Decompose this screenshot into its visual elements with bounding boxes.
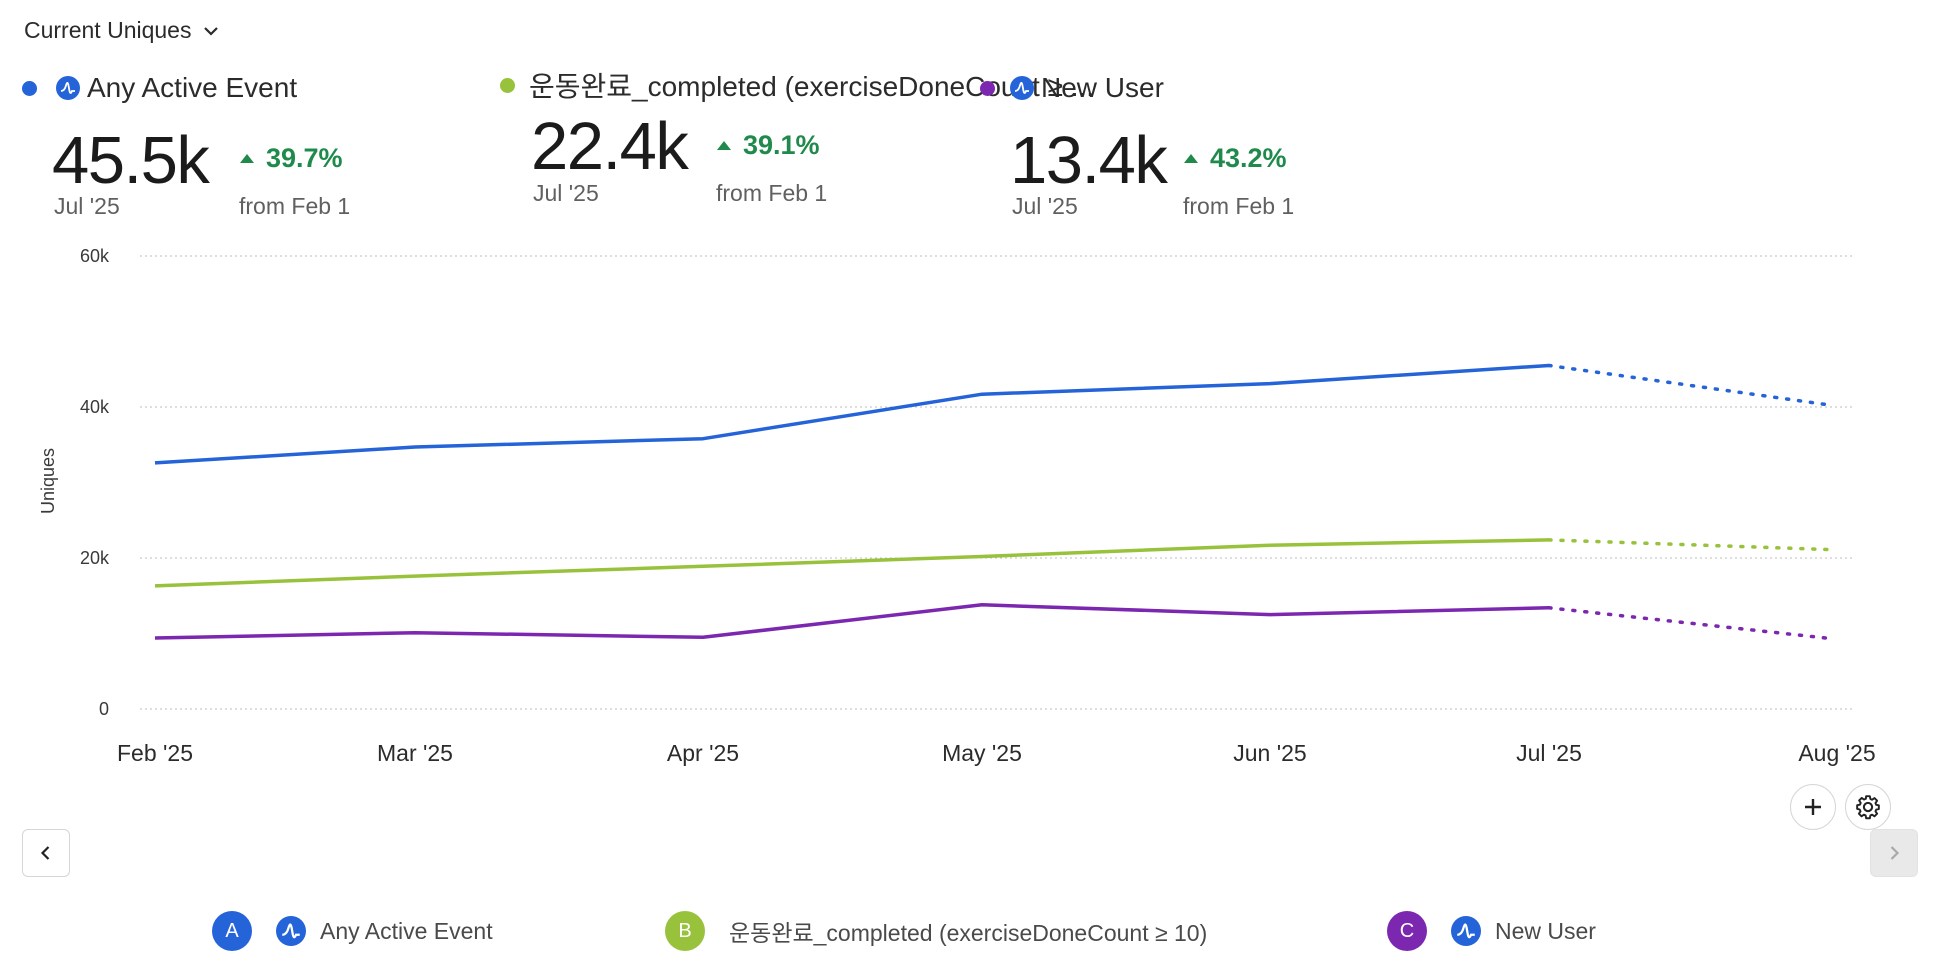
x-tick-label: Feb '25 bbox=[117, 740, 193, 766]
series-color-dot bbox=[22, 80, 37, 96]
chevron-left-icon bbox=[40, 846, 50, 860]
prev-page-button[interactable] bbox=[22, 829, 70, 877]
settings-button[interactable] bbox=[1845, 784, 1891, 830]
kpi-change: 43.2% bbox=[1184, 143, 1287, 174]
series-color-dot bbox=[500, 77, 515, 93]
kpi-change-value: 39.1% bbox=[743, 130, 820, 160]
kpi-title-row: New User bbox=[980, 72, 1164, 104]
series-color-dot bbox=[980, 80, 995, 96]
next-page-button[interactable] bbox=[1870, 829, 1918, 877]
kpi-title-row: 운동완료_completed (exerciseDoneCount ≥ ... bbox=[500, 65, 1094, 105]
x-tick-label: Apr '25 bbox=[667, 740, 739, 766]
up-arrow-icon bbox=[240, 154, 254, 163]
series-line[interactable] bbox=[154, 538, 1550, 588]
series-projection-line[interactable] bbox=[1547, 363, 1835, 408]
series-projection-line[interactable] bbox=[1547, 606, 1835, 641]
kpi-change: 39.1% bbox=[717, 130, 820, 161]
series-line[interactable] bbox=[154, 603, 1550, 640]
kpi-from: from Feb 1 bbox=[239, 193, 351, 219]
series-1[interactable] bbox=[154, 363, 1835, 465]
legend-label: 운동완료_completed (exerciseDoneCount ≥ 10) bbox=[729, 920, 1208, 946]
kpi-change-value: 39.7% bbox=[266, 143, 343, 173]
chevron-down-icon bbox=[204, 26, 219, 36]
series-badge: A bbox=[212, 911, 252, 951]
up-arrow-icon bbox=[717, 141, 731, 150]
kpi-from: from Feb 1 bbox=[716, 180, 828, 206]
metric-label: Current Uniques bbox=[24, 17, 192, 43]
x-tick-label: Jun '25 bbox=[1233, 740, 1306, 766]
series-projection-line[interactable] bbox=[1547, 538, 1835, 552]
legend-label: New User bbox=[1495, 917, 1596, 944]
kpi-period: Jul '25 bbox=[533, 180, 599, 206]
x-tick-label: May '25 bbox=[942, 740, 1022, 766]
kpi-title: 운동완료_completed (exerciseDoneCount ≥ ... bbox=[529, 71, 1095, 102]
series-2[interactable] bbox=[154, 538, 1835, 588]
series-badge: C bbox=[1387, 911, 1427, 951]
kpi-value: 22.4k bbox=[531, 109, 689, 184]
legend-label: Any Active Event bbox=[320, 917, 493, 944]
gear-icon bbox=[1856, 795, 1880, 820]
kpi-title: New User bbox=[1041, 72, 1164, 103]
x-tick-label: Jul '25 bbox=[1516, 740, 1582, 766]
y-axis-label: Uniques bbox=[38, 448, 58, 514]
kpi-period: Jul '25 bbox=[1012, 193, 1078, 219]
legend-item-c[interactable]: C New User bbox=[1387, 911, 1596, 951]
y-tick-label: 20k bbox=[80, 548, 110, 568]
y-tick-label: 0 bbox=[99, 699, 109, 719]
y-tick-label: 40k bbox=[80, 397, 110, 417]
kpi-change-value: 43.2% bbox=[1210, 143, 1287, 173]
plus-icon bbox=[1805, 799, 1821, 815]
up-arrow-icon bbox=[1184, 154, 1198, 163]
kpi-from: from Feb 1 bbox=[1183, 193, 1295, 219]
kpi-period: Jul '25 bbox=[54, 193, 120, 219]
legend-item-b[interactable]: B 운동완료_completed (exerciseDoneCount ≥ 10… bbox=[665, 911, 1207, 951]
y-tick-label: 60k bbox=[80, 246, 110, 266]
kpi-change: 39.7% bbox=[240, 143, 343, 174]
x-tick-label: Mar '25 bbox=[377, 740, 453, 766]
series-3[interactable] bbox=[154, 603, 1835, 641]
amplitude-icon bbox=[56, 76, 80, 100]
kpi-title: Any Active Event bbox=[87, 72, 298, 103]
legend-item-a[interactable]: A Any Active Event bbox=[212, 911, 493, 951]
amplitude-icon bbox=[276, 916, 306, 946]
kpi-value: 45.5k bbox=[52, 123, 210, 198]
add-button[interactable] bbox=[1790, 784, 1836, 830]
amplitude-icon bbox=[1010, 76, 1034, 100]
metric-dropdown[interactable]: Current Uniques bbox=[24, 17, 221, 44]
kpi-value: 13.4k bbox=[1010, 123, 1168, 198]
kpi-title-row: Any Active Event bbox=[22, 72, 297, 104]
x-tick-label: Aug '25 bbox=[1798, 740, 1875, 766]
amplitude-icon bbox=[1451, 916, 1481, 946]
series-line[interactable] bbox=[154, 363, 1550, 465]
chevron-right-icon bbox=[1890, 846, 1900, 860]
series-badge: B bbox=[665, 911, 705, 951]
